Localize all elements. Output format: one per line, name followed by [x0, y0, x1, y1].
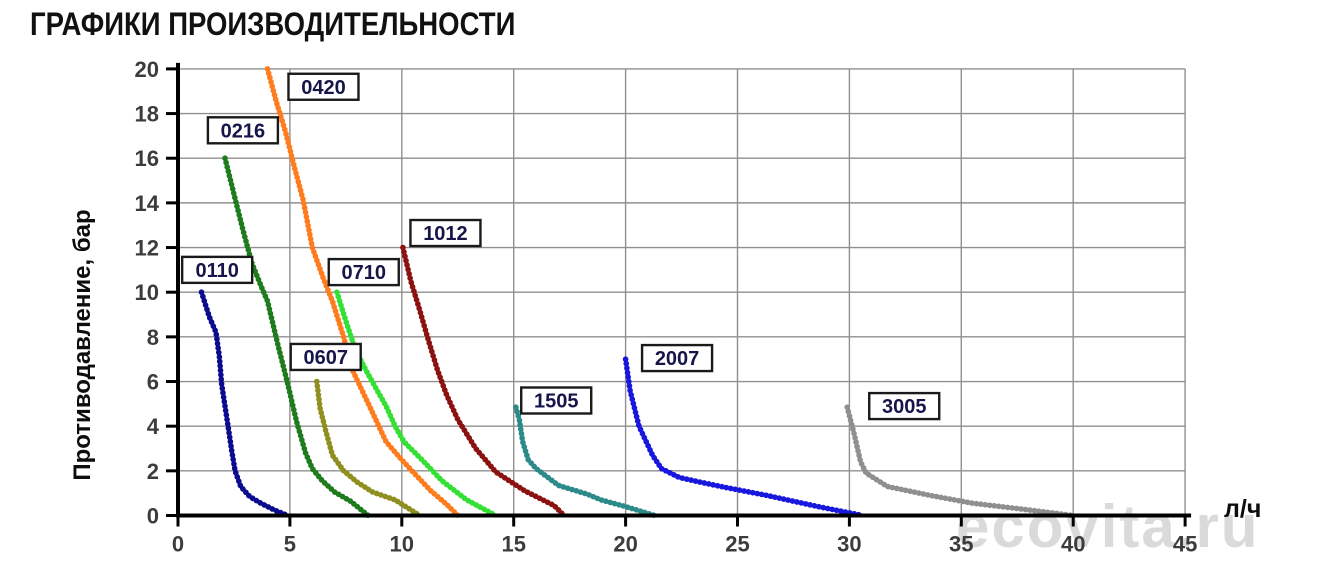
y-tick-label: 20	[135, 57, 159, 82]
series-label-1505: 1505	[534, 391, 579, 413]
series-label-0110: 0110	[195, 260, 238, 282]
y-tick-label: 14	[135, 191, 160, 216]
chart-canvas: 0246810121416182005101520253035404501100…	[0, 0, 1321, 582]
x-tick-label: 35	[949, 532, 973, 557]
x-tick-label: 0	[172, 532, 184, 557]
x-axis-unit: л/ч	[1224, 495, 1261, 524]
series-label-3005: 3005	[882, 396, 927, 418]
y-tick-label: 18	[135, 102, 159, 127]
x-tick-label: 20	[613, 532, 637, 557]
curve-beads-2007	[626, 359, 863, 515]
y-tick-label: 10	[135, 280, 159, 305]
curve-beads-1505	[516, 407, 655, 515]
performance-chart-page: ecovita.ru ГРАФИКИ ПРОИЗВОДИТЕЛЬНОСТИ 02…	[0, 0, 1321, 582]
series-label-0420: 0420	[301, 77, 346, 99]
y-tick-label: 12	[135, 236, 159, 261]
y-tick-label: 16	[135, 146, 159, 171]
series-label-0607: 0607	[303, 347, 348, 369]
y-tick-label: 0	[147, 504, 159, 529]
series-label-0710: 0710	[342, 262, 387, 284]
x-tick-label: 10	[390, 532, 414, 557]
curve-beads-3005	[847, 407, 1073, 515]
x-tick-label: 40	[1061, 532, 1085, 557]
x-tick-label: 25	[725, 532, 749, 557]
y-tick-label: 6	[147, 370, 159, 395]
x-tick-label: 45	[1173, 532, 1197, 557]
x-tick-label: 5	[284, 532, 296, 557]
series-label-1012: 1012	[423, 223, 468, 245]
series-label-0216: 0216	[221, 120, 266, 142]
x-tick-label: 30	[837, 532, 861, 557]
curve-1505	[516, 407, 655, 515]
y-tick-label: 2	[147, 459, 159, 484]
x-tick-label: 15	[501, 532, 525, 557]
y-axis-title: Противодавление, бар	[69, 209, 97, 480]
series-label-2007: 2007	[655, 348, 700, 370]
y-tick-label: 8	[147, 325, 159, 350]
y-tick-label: 4	[147, 414, 160, 439]
